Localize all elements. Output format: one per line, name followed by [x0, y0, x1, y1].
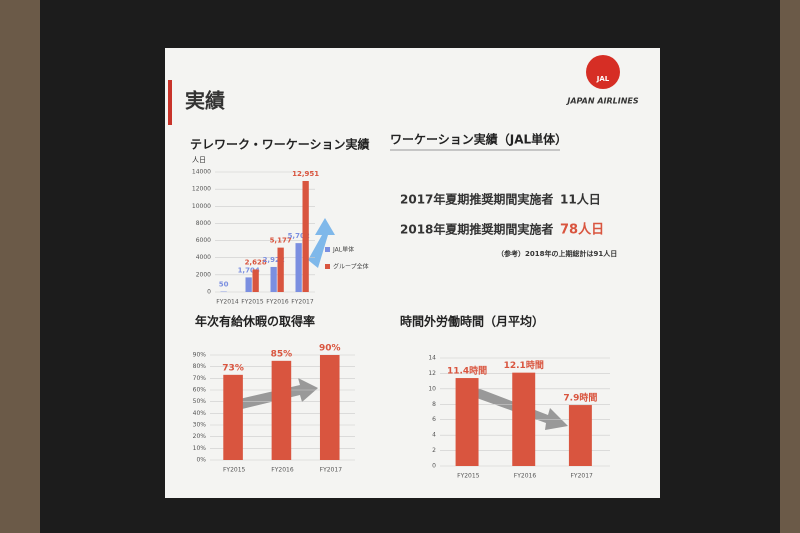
logo-circle — [586, 55, 620, 89]
logo-mark: JAL — [596, 75, 610, 83]
bar — [568, 405, 592, 466]
y-tick-label: 50% — [193, 398, 207, 405]
y-tick-label: 8000 — [196, 220, 211, 227]
bar — [252, 269, 259, 292]
y-tick-label: 12000 — [192, 186, 211, 193]
legend-swatch — [325, 247, 330, 252]
value-label: 85% — [271, 349, 293, 359]
trend-arrow — [308, 218, 335, 268]
workation-title: ワーケーション実績（JAL単体） — [390, 132, 567, 147]
value-label: 7.9時間 — [563, 392, 597, 404]
note: （参考）2018年の上期総計は91人日 — [497, 249, 617, 258]
row-label: 2017年夏期推奨期間実施者 — [400, 192, 553, 207]
logo-name: JAPAN AIRLINES — [565, 97, 639, 106]
bar — [512, 372, 536, 466]
bar — [302, 180, 309, 292]
y-tick-label: 70% — [193, 375, 207, 382]
x-tick-label: FY2017 — [291, 299, 314, 306]
y-tick-label: 12 — [428, 370, 436, 377]
bar — [271, 360, 292, 460]
y-tick-label: 0 — [207, 289, 211, 296]
chart-title: 時間外労働時間（月平均） — [400, 314, 544, 329]
value-label: 2,628 — [245, 258, 267, 266]
row-value: 11人日 — [560, 192, 601, 207]
bar — [245, 277, 252, 292]
value-label: 5,702 — [288, 232, 310, 240]
y-tick-label: 90% — [193, 352, 207, 359]
y-tick-label: 30% — [193, 422, 207, 429]
y-tick-label: 0% — [196, 457, 206, 464]
y-tick-label: 6000 — [196, 237, 211, 244]
x-tick-label: FY2017 — [320, 467, 343, 474]
value-label: 2,922 — [263, 256, 285, 264]
y-tick-label: 10% — [193, 445, 207, 452]
y-tick-label: 14000 — [192, 169, 211, 176]
x-tick-label: FY2015 — [223, 467, 246, 474]
x-tick-label: FY2017 — [570, 473, 593, 480]
x-tick-label: FY2016 — [514, 473, 537, 480]
x-tick-label: FY2015 — [457, 473, 480, 480]
bar — [223, 374, 243, 460]
x-tick-label: FY2014 — [216, 299, 239, 306]
value-label: 1,704 — [238, 266, 260, 274]
y-tick-label: 20% — [193, 433, 207, 440]
chart-title: テレワーク・ワーケーション実績 — [190, 137, 370, 152]
y-tick-label: 10 — [428, 385, 436, 392]
value-label: 50 — [219, 281, 229, 289]
slide-title: 実績 — [185, 89, 225, 113]
y-tick-label: 0 — [432, 463, 436, 470]
bar — [277, 247, 284, 292]
legend-swatch — [325, 264, 330, 269]
y-tick-label: 8 — [432, 401, 436, 408]
y-tick-label: 10000 — [192, 203, 211, 210]
y-tick-label: 6 — [432, 416, 436, 423]
bar — [455, 378, 479, 466]
value-label: 90% — [319, 344, 341, 354]
x-tick-label: FY2015 — [241, 299, 264, 306]
bar — [319, 355, 340, 460]
title-bar — [168, 80, 172, 125]
y-tick-label: 40% — [193, 410, 207, 417]
chart-title: 年次有給休暇の取得率 — [195, 314, 315, 329]
value-label: 5,177 — [270, 237, 292, 245]
y-tick-label: 14 — [428, 355, 436, 362]
y-tick-label: 2 — [432, 447, 436, 454]
x-tick-label: FY2016 — [266, 299, 289, 306]
y-tick-label: 4 — [432, 432, 436, 439]
value-label: 73% — [222, 363, 244, 373]
y-tick-label: 60% — [193, 387, 207, 394]
row-label: 2018年夏期推奨期間実施者 — [400, 222, 553, 237]
x-tick-label: FY2016 — [271, 467, 294, 474]
y-tick-label: 4000 — [196, 254, 211, 261]
legend-label: JAL単体 — [332, 246, 354, 254]
y-label: 人日 — [192, 156, 206, 164]
value-label: 12,951 — [292, 170, 319, 178]
bar — [295, 243, 302, 292]
row-value: 78人日 — [560, 222, 604, 238]
value-label: 11.4時間 — [447, 365, 487, 377]
legend-label: グループ全体 — [333, 263, 369, 271]
y-tick-label: 2000 — [196, 271, 211, 278]
value-label: 12.1時間 — [504, 359, 544, 371]
bar — [270, 266, 277, 292]
y-tick-label: 80% — [193, 363, 207, 370]
